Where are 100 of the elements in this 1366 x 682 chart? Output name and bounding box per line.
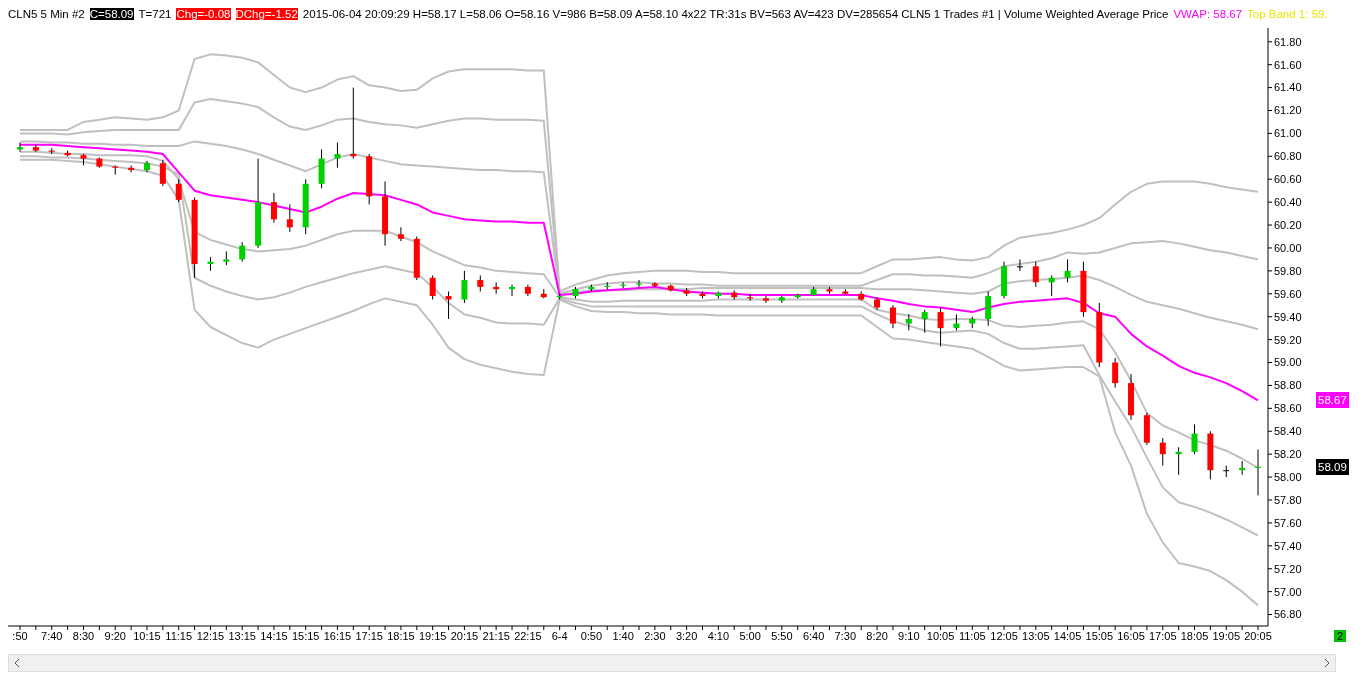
candlestick xyxy=(937,307,944,347)
x-tick-label: 17:15 xyxy=(355,629,383,642)
x-tick-label: 0:50 xyxy=(580,629,603,642)
x-tick-label: 7:30 xyxy=(834,629,857,642)
candlestick xyxy=(270,192,277,224)
x-tick-label: 8:20 xyxy=(866,629,888,642)
x-tick-label: 16:05 xyxy=(1117,629,1145,642)
candlestick xyxy=(1032,261,1039,288)
y-tick-label: 59.20 xyxy=(1274,333,1302,346)
x-tick-label: 9:20 xyxy=(104,629,126,642)
y-tick-label: 56.80 xyxy=(1274,608,1302,621)
x-tick-label: 20:15 xyxy=(450,629,479,642)
x-tick-label: 17:05 xyxy=(1149,629,1177,642)
candlestick xyxy=(1016,258,1023,272)
x-tick-label: 11:05 xyxy=(958,629,986,642)
text: Top Band 1: 59. xyxy=(1247,8,1328,20)
x-tick-label: 5:50 xyxy=(771,629,793,642)
x-tick-label: :50 xyxy=(12,629,28,642)
candlestick xyxy=(334,142,341,169)
x-tick-label: 14:15 xyxy=(260,629,288,642)
x-tick-label: 16:15 xyxy=(323,629,352,642)
x-tick-label: 10:15 xyxy=(133,629,161,642)
candlestick xyxy=(286,203,293,233)
x-tick-label: 21:15 xyxy=(482,629,510,642)
candlestick xyxy=(1223,465,1230,478)
y-tick-label: 61.20 xyxy=(1274,104,1302,117)
y-tick-label: 58.40 xyxy=(1274,425,1302,438)
y-tick-label: 57.40 xyxy=(1274,539,1302,552)
y-tick-label: 58.00 xyxy=(1274,470,1302,483)
candlestick xyxy=(762,295,769,304)
candlestick xyxy=(921,309,928,334)
candlestick xyxy=(445,290,452,320)
x-tick-label: 13:15 xyxy=(228,629,256,642)
x-tick-label: 15:05 xyxy=(1085,629,1114,642)
x-tick-label: 13:05 xyxy=(1022,629,1050,642)
text: 2015-06-04 20:09:29 H=58.17 L=58.06 O=58.16 V=986 B=58.09 A=58.10 4x22 TR:31s BV=563 AV=423 DV=285654 CLN5 1 Trades #1 | Volume Weighted Average Price xyxy=(302,8,1169,20)
y-tick-label: 60.60 xyxy=(1274,173,1302,186)
x-tick-label: 10:05 xyxy=(926,629,955,642)
x-tick-label: 6-4 xyxy=(551,629,568,642)
y-tick-label: 58.20 xyxy=(1274,448,1302,461)
candlestick xyxy=(636,279,642,288)
line-series xyxy=(19,143,1259,402)
y-tick-label: 57.20 xyxy=(1274,562,1302,575)
x-tick-label: 14:05 xyxy=(1053,629,1082,642)
x-tick-label: 6:40 xyxy=(802,629,825,642)
candlestick xyxy=(239,241,246,263)
candlestick xyxy=(175,178,182,203)
x-tick-label: 11:15 xyxy=(165,629,193,642)
chart-title: CLN5 5 Min #2 xyxy=(8,8,85,20)
y-tick-label: 60.20 xyxy=(1274,218,1302,231)
y-tick-label: 58.60 xyxy=(1274,402,1302,415)
y-tick-label: 59.80 xyxy=(1274,264,1302,277)
y-tick-label: 60.80 xyxy=(1274,150,1302,163)
x-tick-label: 9:10 xyxy=(898,629,920,642)
candlestick xyxy=(429,274,436,301)
text: 2 xyxy=(1334,630,1347,642)
x-tick-label: 12:05 xyxy=(990,629,1018,642)
x-tick-label: 4:10 xyxy=(707,629,730,642)
x-tick-label: 8:30 xyxy=(72,629,95,642)
x-tick-label: 18:15 xyxy=(387,629,415,642)
text: Chg=-0.08 xyxy=(176,8,231,20)
y-tick-label: 59.40 xyxy=(1274,310,1302,323)
x-tick-label: 19:05 xyxy=(1212,629,1241,642)
y-tick-label: 61.40 xyxy=(1274,81,1302,94)
x-tick-label: 1:40 xyxy=(612,629,634,642)
y-tick-label: 57.80 xyxy=(1274,493,1302,506)
y-tick-label: 59.00 xyxy=(1274,356,1302,369)
candlestick xyxy=(159,159,166,187)
candlestick xyxy=(889,304,896,329)
candlestick xyxy=(1191,423,1198,455)
x-tick-label: 3:20 xyxy=(675,629,698,642)
candlestick xyxy=(461,270,468,304)
x-tick-label: 22:15 xyxy=(514,629,542,642)
candlestick xyxy=(1112,357,1119,389)
y-tick-label: 57.00 xyxy=(1274,585,1302,598)
text: VWAP: 58.67 xyxy=(1173,8,1243,20)
candlestick xyxy=(1064,258,1071,283)
text: C=58.09 xyxy=(89,8,134,20)
candlestick xyxy=(1159,437,1166,467)
x-tick-label: 18:05 xyxy=(1180,629,1209,642)
y-tick-label: 61.80 xyxy=(1274,35,1302,48)
candlestick xyxy=(397,226,404,242)
x-tick-label: 12:15 xyxy=(196,629,225,642)
x-tick-label: 20:05 xyxy=(1244,629,1272,642)
text: 58.67 xyxy=(1316,392,1349,409)
y-tick-label: 57.60 xyxy=(1274,516,1302,529)
x-tick-label: 19:15 xyxy=(418,629,447,642)
x-tick-label: 2:30 xyxy=(644,629,666,642)
y-tick-label: 60.00 xyxy=(1274,241,1302,254)
x-tick-label: 5:00 xyxy=(739,629,761,642)
y-tick-label: 58.80 xyxy=(1274,379,1302,392)
text: T=721 xyxy=(138,8,172,20)
text: DChg=-1.52 xyxy=(235,8,298,20)
y-tick-label: 60.40 xyxy=(1274,196,1302,209)
x-tick-label: 7:40 xyxy=(41,629,63,642)
text: 58.09 xyxy=(1316,458,1349,475)
y-tick-label: 59.60 xyxy=(1274,287,1302,300)
y-tick-label: 61.00 xyxy=(1274,127,1302,140)
x-tick-label: 15:15 xyxy=(291,629,320,642)
candlestick xyxy=(985,290,992,327)
